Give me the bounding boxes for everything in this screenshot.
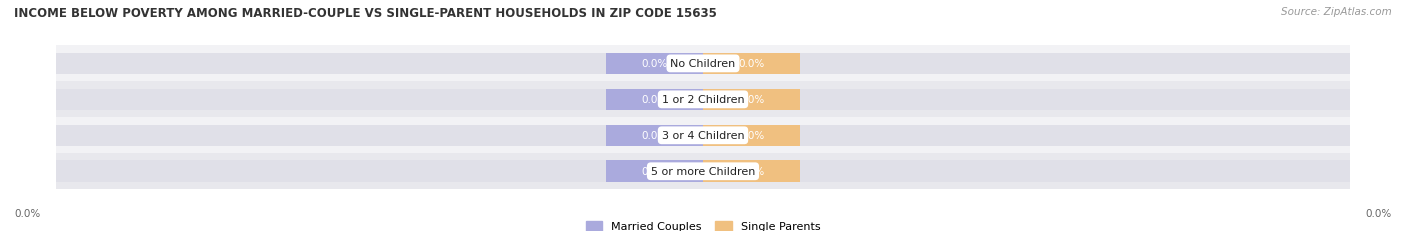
- Text: 0.0%: 0.0%: [641, 131, 668, 141]
- Bar: [56, 53, 703, 75]
- Text: 0.0%: 0.0%: [738, 131, 765, 141]
- Text: 1 or 2 Children: 1 or 2 Children: [662, 95, 744, 105]
- Bar: [606, 89, 703, 111]
- Bar: [56, 161, 703, 182]
- Text: INCOME BELOW POVERTY AMONG MARRIED-COUPLE VS SINGLE-PARENT HOUSEHOLDS IN ZIP COD: INCOME BELOW POVERTY AMONG MARRIED-COUPL…: [14, 7, 717, 20]
- Text: 0.0%: 0.0%: [1365, 208, 1392, 218]
- Text: 0.0%: 0.0%: [641, 59, 668, 69]
- Text: 0.0%: 0.0%: [14, 208, 41, 218]
- Bar: [703, 53, 1350, 75]
- Bar: [606, 125, 703, 146]
- Bar: [703, 89, 800, 111]
- Bar: [56, 118, 1350, 154]
- Bar: [703, 161, 800, 182]
- Text: 5 or more Children: 5 or more Children: [651, 167, 755, 176]
- Legend: Married Couples, Single Parents: Married Couples, Single Parents: [586, 221, 820, 231]
- Bar: [703, 125, 800, 146]
- Bar: [56, 154, 1350, 189]
- Bar: [703, 89, 1350, 111]
- Text: 0.0%: 0.0%: [738, 167, 765, 176]
- Text: 0.0%: 0.0%: [738, 59, 765, 69]
- Text: Source: ZipAtlas.com: Source: ZipAtlas.com: [1281, 7, 1392, 17]
- Text: 0.0%: 0.0%: [641, 95, 668, 105]
- Bar: [703, 53, 800, 75]
- Bar: [606, 53, 703, 75]
- Bar: [56, 125, 703, 146]
- Bar: [703, 161, 1350, 182]
- Bar: [703, 125, 1350, 146]
- Bar: [606, 161, 703, 182]
- Bar: [56, 82, 1350, 118]
- Bar: [56, 46, 1350, 82]
- Text: 0.0%: 0.0%: [641, 167, 668, 176]
- Text: 0.0%: 0.0%: [738, 95, 765, 105]
- Bar: [56, 89, 703, 111]
- Text: No Children: No Children: [671, 59, 735, 69]
- Text: 3 or 4 Children: 3 or 4 Children: [662, 131, 744, 141]
